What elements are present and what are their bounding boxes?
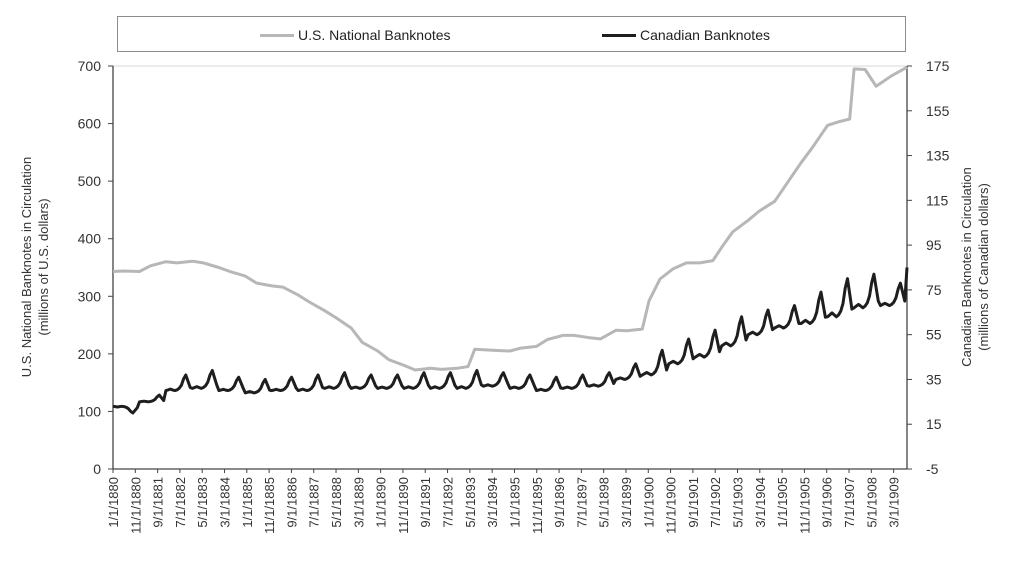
right-tick-label: 115	[926, 192, 949, 208]
left-axis-title-line2: (millions of U.S. dollars)	[36, 198, 51, 336]
left-axis-title: U.S. National Banknotes in Circulation (…	[18, 97, 52, 437]
left-tick-label: 600	[78, 116, 102, 132]
left-axis-ticks: 0 100 200 300 400 500 600 700	[78, 58, 113, 477]
series-layer	[112, 65, 909, 415]
right-tick-label: 95	[926, 237, 942, 253]
x-tick-label: 3/1/1909	[887, 477, 902, 528]
x-tick-label: 5/1/1898	[597, 477, 612, 528]
x-tick-label: 5/1/1888	[329, 477, 344, 528]
right-tick-label: 35	[926, 371, 942, 387]
left-axis-title-line1: U.S. National Banknotes in Circulation	[19, 156, 34, 378]
x-tick-label: 7/1/1887	[307, 477, 322, 528]
x-tick-label: 3/1/1904	[753, 477, 768, 528]
x-tick-label: 3/1/1884	[218, 477, 233, 528]
x-tick-label: 9/1/1906	[820, 477, 835, 528]
x-tick-label: 1/1/1895	[507, 477, 522, 528]
right-tick-label: 55	[926, 327, 942, 343]
right-tick-label: 15	[926, 416, 942, 432]
left-tick-label: 400	[78, 231, 102, 247]
right-axis-title: Canadian Banknotes in Circulation (milli…	[958, 97, 992, 437]
axes	[112, 66, 908, 470]
x-tick-label: 5/1/1903	[730, 477, 745, 528]
legend-item-us: U.S. National Banknotes	[260, 26, 451, 44]
left-tick-label: 0	[93, 461, 101, 477]
legend: U.S. National Banknotes Canadian Banknot…	[117, 16, 906, 52]
right-tick-label: 155	[926, 103, 950, 119]
x-tick-label: 7/1/1897	[574, 477, 589, 528]
x-axis-ticks: 1/1/1880 11/1/1880 9/1/1881 7/1/1882 5/1/188…	[106, 469, 902, 534]
legend-label-us: U.S. National Banknotes	[298, 27, 451, 43]
x-tick-label: 11/1/1905	[797, 477, 812, 534]
x-tick-label: 9/1/1881	[151, 477, 166, 528]
right-axis-title-line2: (millions of Canadian dollars)	[976, 183, 991, 351]
left-tick-label: 100	[78, 403, 102, 419]
left-tick-label: 500	[78, 173, 102, 189]
x-tick-label: 7/1/1902	[708, 477, 723, 528]
x-tick-label: 5/1/1893	[463, 477, 478, 528]
x-tick-label: 7/1/1882	[173, 477, 188, 528]
x-tick-label: 11/1/1900	[664, 477, 679, 534]
right-axis-ticks: -5 15 35 55 75 95 115 135 155 175	[907, 58, 950, 477]
x-tick-label: 5/1/1883	[195, 477, 210, 528]
x-tick-label: 11/1/1880	[128, 477, 143, 534]
left-tick-label: 300	[78, 288, 102, 304]
left-tick-label: 700	[78, 58, 102, 74]
right-tick-label: 175	[926, 58, 950, 74]
right-tick-label: 135	[926, 148, 950, 164]
x-tick-label: 7/1/1907	[842, 477, 857, 528]
x-tick-label: 5/1/1908	[864, 477, 879, 528]
legend-label-canada: Canadian Banknotes	[640, 27, 770, 43]
x-tick-label: 3/1/1899	[619, 477, 634, 528]
right-axis-title-line1: Canadian Banknotes in Circulation	[959, 167, 974, 367]
x-tick-label: 9/1/1896	[552, 477, 567, 528]
legend-item-canada: Canadian Banknotes	[602, 26, 770, 44]
x-tick-label: 1/1/1900	[641, 477, 656, 528]
series-us-line	[112, 65, 908, 372]
x-tick-label: 7/1/1892	[441, 477, 456, 528]
x-tick-label: 1/1/1885	[240, 477, 255, 528]
x-tick-label: 1/1/1905	[775, 477, 790, 528]
x-tick-label: 3/1/1894	[485, 477, 500, 528]
x-tick-label: 9/1/1886	[284, 477, 299, 528]
x-tick-label: 11/1/1890	[396, 477, 411, 534]
legend-swatch-us	[260, 33, 294, 37]
right-tick-label: 75	[926, 282, 942, 298]
series-canada-line	[112, 267, 909, 415]
x-tick-label: 11/1/1885	[262, 477, 277, 534]
x-tick-label: 1/1/1880	[106, 477, 121, 528]
x-tick-label: 9/1/1901	[686, 477, 701, 528]
x-tick-label: 1/1/1890	[374, 477, 389, 528]
x-tick-label: 11/1/1895	[530, 477, 545, 534]
x-tick-label: 3/1/1889	[351, 477, 366, 528]
x-tick-label: 9/1/1891	[418, 477, 433, 528]
right-tick-label: -5	[926, 461, 939, 477]
legend-swatch-canada	[602, 33, 636, 37]
left-tick-label: 200	[78, 346, 102, 362]
